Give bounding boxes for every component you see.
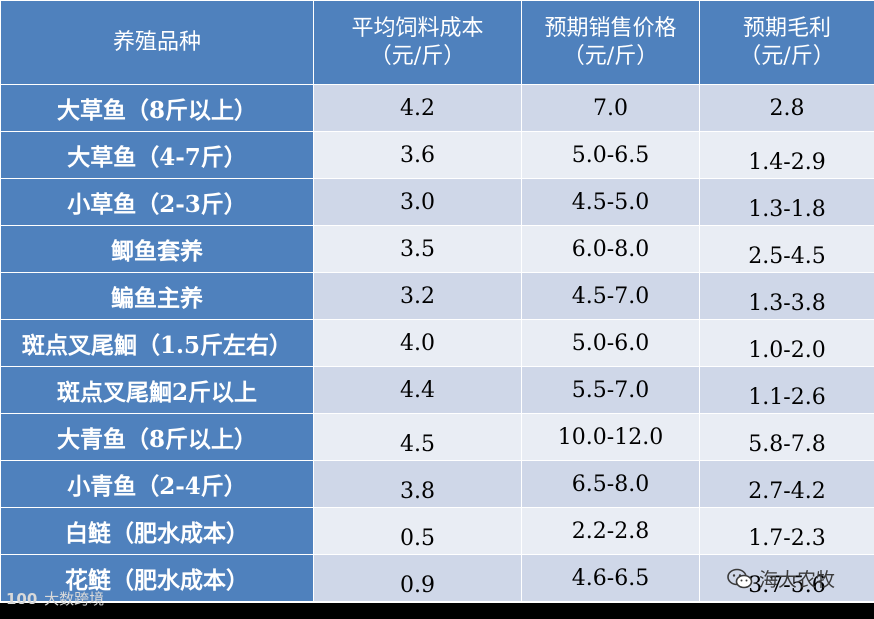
table-header-row: 养殖品种 平均饲料成本 （元/斤） 预期销售价格 （元/斤） 预期毛利 （元/斤… (0, 0, 874, 85)
table-row: 鲫鱼套养 3.5 6.0-8.0 2.5-4.5 (0, 225, 874, 273)
feed-cost-cell: 4.2 (313, 84, 522, 132)
species-cell: 小草鱼（2-3斤） (0, 178, 314, 226)
sale-price-cell: 2.2-2.8 (521, 507, 700, 555)
header-sale-price: 预期销售价格 （元/斤） (521, 0, 700, 85)
header-gross-profit: 预期毛利 （元/斤） (699, 0, 874, 85)
gross-profit-value: 2.5-4.5 (748, 243, 826, 269)
gross-profit-value: 2.7-4.2 (748, 478, 826, 504)
header-sale-price-line2: （元/斤） (562, 43, 659, 69)
species-cell: 鲫鱼套养 (0, 225, 314, 273)
species-cell: 白鲢（肥水成本） (0, 507, 314, 555)
table-row: 大草鱼（8斤以上） 4.2 7.0 2.8 (0, 84, 874, 132)
table-row: 小青鱼（2-4斤） 3.8 6.5-8.0 2.7-4.2 (0, 460, 874, 508)
sale-price-cell: 6.0-8.0 (521, 225, 700, 273)
gross-profit-cell: 2.8 (699, 84, 874, 132)
feed-cost-cell: 4.4 (313, 366, 522, 414)
species-cell: 斑点叉尾鮰（1.5斤左右） (0, 319, 314, 367)
gross-profit-cell: 1.4-2.9 (699, 131, 874, 179)
species-cell: 大草鱼（4-7斤） (0, 131, 314, 179)
feed-cost-cell: 3.0 (313, 178, 522, 226)
sale-price-cell: 4.6-6.5 (521, 554, 700, 602)
gross-profit-cell: 1.7-2.3 (699, 507, 874, 555)
gross-profit-value: 1.0-2.0 (748, 337, 826, 363)
header-feed-cost-line2: （元/斤） (369, 43, 466, 69)
feed-cost-value: 3.8 (400, 478, 435, 504)
gross-profit-value: 1.1-2.6 (748, 384, 826, 410)
sale-price-cell: 6.5-8.0 (521, 460, 700, 508)
feed-cost-cell: 4.0 (313, 319, 522, 367)
table-row: 斑点叉尾鮰2斤以上 4.4 5.5-7.0 1.1-2.6 (0, 366, 874, 414)
table-row: 大青鱼（8斤以上） 4.5 10.0-12.0 5.8-7.8 (0, 413, 874, 461)
watermark-right-text: 海大农牧 (759, 569, 836, 591)
sale-price-cell: 5.0-6.0 (521, 319, 700, 367)
feed-cost-cell: 0.9 (313, 554, 522, 602)
header-gross-profit-line2: （元/斤） (739, 43, 835, 69)
gross-profit-cell: 1.3-3.8 (699, 272, 874, 320)
header-sale-price-line1: 预期销售价格 (544, 15, 677, 41)
feed-cost-value: 0.5 (400, 525, 435, 551)
feed-cost-cell: 3.5 (313, 225, 522, 273)
sale-price-cell: 7.0 (521, 84, 700, 132)
fish-farming-table: 养殖品种 平均饲料成本 （元/斤） 预期销售价格 （元/斤） 预期毛利 （元/斤… (0, 0, 874, 602)
header-species-line1: 养殖品种 (112, 29, 201, 55)
sale-price-cell: 5.5-7.0 (521, 366, 700, 414)
gross-profit-cell: 1.1-2.6 (699, 366, 874, 414)
feed-cost-cell: 3.6 (313, 131, 522, 179)
gross-profit-cell: 2.7-4.2 (699, 460, 874, 508)
species-cell: 斑点叉尾鮰2斤以上 (0, 366, 314, 414)
gross-profit-cell: 2.5-4.5 (699, 225, 874, 273)
sale-price-cell: 10.0-12.0 (521, 413, 700, 461)
species-cell: 花鲢（肥水成本） (0, 554, 314, 602)
gross-profit-cell: 5.8-7.8 (699, 413, 874, 461)
header-feed-cost: 平均饲料成本 （元/斤） (313, 0, 522, 85)
watermark-right: 海大农牧 (727, 565, 835, 592)
gross-profit-cell: 1.0-2.0 (699, 319, 874, 367)
gross-profit-cell: 3.7-5.6 (699, 554, 874, 602)
watermark-left: 100 大数跨境 (6, 588, 104, 609)
feed-cost-cell: 3.8 (313, 460, 522, 508)
feed-cost-value: 0.9 (400, 572, 435, 598)
species-cell: 大青鱼（8斤以上） (0, 413, 314, 461)
table-row: 斑点叉尾鮰（1.5斤左右） 4.0 5.0-6.0 1.0-2.0 (0, 319, 874, 367)
watermark-logo: 100 (6, 590, 38, 608)
header-gross-profit-line1: 预期毛利 (742, 15, 831, 41)
gross-profit-value: 5.8-7.8 (748, 431, 826, 457)
table-row: 白鲢（肥水成本） 0.5 2.2-2.8 1.7-2.3 (0, 507, 874, 555)
sale-price-cell: 5.0-6.5 (521, 131, 700, 179)
table-row: 大草鱼（4-7斤） 3.6 5.0-6.5 1.4-2.9 (0, 131, 874, 179)
watermark-left-text: 大数跨境 (44, 590, 105, 608)
footer-bar (0, 603, 874, 619)
gross-profit-value: 1.4-2.9 (748, 149, 826, 175)
sale-price-cell: 4.5-7.0 (521, 272, 700, 320)
gross-profit-cell: 1.3-1.8 (699, 178, 874, 226)
data-table-container: 养殖品种 平均饲料成本 （元/斤） 预期销售价格 （元/斤） 预期毛利 （元/斤… (0, 0, 874, 603)
gross-profit-value: 1.3-1.8 (748, 196, 826, 222)
species-cell: 鳊鱼主养 (0, 272, 314, 320)
wechat-icon (727, 568, 753, 588)
sale-price-cell: 4.5-5.0 (521, 178, 700, 226)
gross-profit-value: 1.3-3.8 (748, 290, 826, 316)
gross-profit-value: 3.7-5.6 (748, 572, 826, 598)
header-feed-cost-line1: 平均饲料成本 (351, 15, 484, 41)
feed-cost-value: 4.5 (400, 431, 435, 457)
feed-cost-cell: 0.5 (313, 507, 522, 555)
gross-profit-value: 1.7-2.3 (748, 525, 826, 551)
feed-cost-cell: 3.2 (313, 272, 522, 320)
table-row: 花鲢（肥水成本） 0.9 4.6-6.5 3.7-5.6 (0, 554, 874, 602)
header-species: 养殖品种 (0, 0, 314, 85)
species-cell: 小青鱼（2-4斤） (0, 460, 314, 508)
species-cell: 大草鱼（8斤以上） (0, 84, 314, 132)
feed-cost-cell: 4.5 (313, 413, 522, 461)
table-row: 鳊鱼主养 3.2 4.5-7.0 1.3-3.8 (0, 272, 874, 320)
table-row: 小草鱼（2-3斤） 3.0 4.5-5.0 1.3-1.8 (0, 178, 874, 226)
